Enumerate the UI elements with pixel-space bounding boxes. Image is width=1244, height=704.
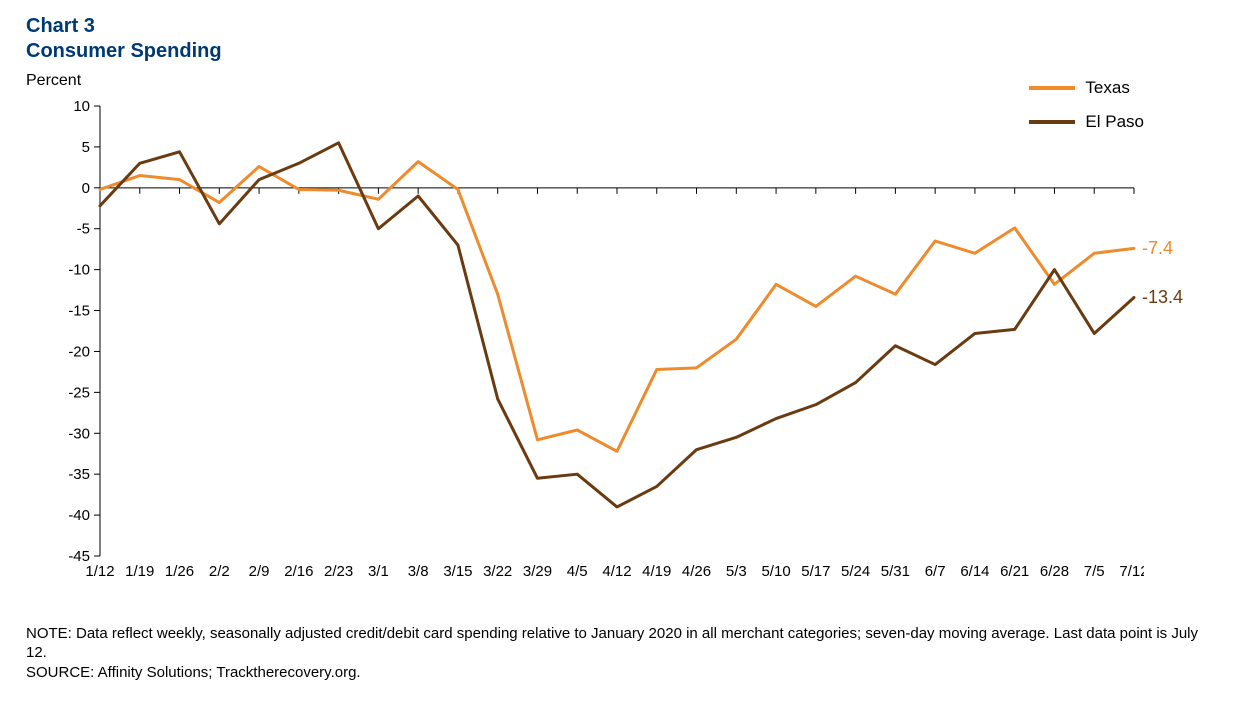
- svg-text:7/12: 7/12: [1119, 563, 1144, 580]
- svg-text:5/3: 5/3: [726, 563, 747, 580]
- svg-text:-10: -10: [68, 262, 90, 279]
- svg-text:6/14: 6/14: [960, 563, 989, 580]
- end-label-texas: -7.4: [1142, 238, 1173, 259]
- svg-text:-35: -35: [68, 466, 90, 483]
- svg-text:-15: -15: [68, 303, 90, 320]
- svg-text:4/19: 4/19: [642, 563, 671, 580]
- svg-text:3/8: 3/8: [408, 563, 429, 580]
- source-line: SOURCE: Affinity Solutions; Trackthereco…: [26, 663, 1218, 683]
- svg-text:2/23: 2/23: [324, 563, 353, 580]
- y-axis-label: Percent: [26, 72, 81, 90]
- chart-footnote: NOTE: Data reflect weekly, seasonally ad…: [26, 624, 1218, 683]
- svg-text:-40: -40: [68, 507, 90, 524]
- svg-text:4/12: 4/12: [602, 563, 631, 580]
- legend-item-texas: Texas: [1029, 78, 1144, 98]
- svg-text:-25: -25: [68, 384, 90, 401]
- legend-swatch-texas: [1029, 86, 1075, 90]
- chart-title-line2: Consumer Spending: [26, 39, 222, 64]
- svg-text:3/1: 3/1: [368, 563, 389, 580]
- svg-text:0: 0: [82, 180, 90, 197]
- end-label-elpaso: -13.4: [1142, 287, 1183, 308]
- svg-text:6/21: 6/21: [1000, 563, 1029, 580]
- svg-text:4/26: 4/26: [682, 563, 711, 580]
- svg-text:1/26: 1/26: [165, 563, 194, 580]
- svg-text:3/22: 3/22: [483, 563, 512, 580]
- chart-container: Chart 3 Consumer Spending Percent Texas …: [0, 0, 1244, 704]
- svg-text:1/19: 1/19: [125, 563, 154, 580]
- svg-text:2/2: 2/2: [209, 563, 230, 580]
- svg-text:5/24: 5/24: [841, 563, 870, 580]
- svg-text:2/9: 2/9: [249, 563, 270, 580]
- svg-text:5: 5: [82, 139, 90, 156]
- chart-title-line1: Chart 3: [26, 14, 222, 39]
- legend-label-texas: Texas: [1085, 78, 1129, 98]
- line-chart-plot: -45-40-35-30-25-20-15-10-505101/121/191/…: [64, 100, 1144, 590]
- svg-text:5/17: 5/17: [801, 563, 830, 580]
- svg-text:10: 10: [73, 100, 90, 115]
- svg-text:-20: -20: [68, 343, 90, 360]
- chart-title: Chart 3 Consumer Spending: [26, 14, 222, 64]
- svg-text:5/10: 5/10: [761, 563, 790, 580]
- svg-text:5/31: 5/31: [881, 563, 910, 580]
- svg-text:3/29: 3/29: [523, 563, 552, 580]
- svg-text:1/12: 1/12: [85, 563, 114, 580]
- svg-text:7/5: 7/5: [1084, 563, 1105, 580]
- note-line: NOTE: Data reflect weekly, seasonally ad…: [26, 624, 1218, 663]
- svg-text:2/16: 2/16: [284, 563, 313, 580]
- svg-text:6/28: 6/28: [1040, 563, 1069, 580]
- svg-text:-30: -30: [68, 425, 90, 442]
- svg-text:4/5: 4/5: [567, 563, 588, 580]
- svg-text:6/7: 6/7: [925, 563, 946, 580]
- svg-text:3/15: 3/15: [443, 563, 472, 580]
- svg-text:-5: -5: [77, 221, 90, 238]
